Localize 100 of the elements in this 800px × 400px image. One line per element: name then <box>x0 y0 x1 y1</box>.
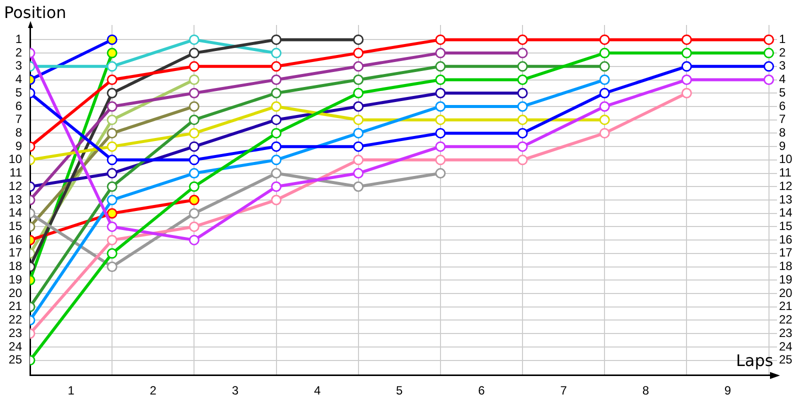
point <box>188 141 200 152</box>
point <box>599 61 610 72</box>
point <box>435 61 446 72</box>
point <box>681 74 692 86</box>
point <box>353 154 364 166</box>
y-tick-label: 9 <box>15 138 22 153</box>
point <box>517 114 528 126</box>
y2-tick-label: 4 <box>779 72 786 86</box>
x-tick-label: 4 <box>314 384 321 398</box>
y-tick-label: 22 <box>8 312 22 327</box>
y2-tick-label: 7 <box>779 112 786 126</box>
point <box>435 88 446 98</box>
point <box>517 61 528 72</box>
point <box>764 74 774 86</box>
y2-tick-label: 11 <box>779 166 792 180</box>
y2-tick-label: 16 <box>779 232 793 246</box>
point <box>517 74 528 86</box>
point <box>764 34 774 45</box>
point <box>271 194 282 206</box>
point <box>599 128 610 138</box>
point <box>681 48 692 58</box>
y-tick-label: 12 <box>8 178 22 193</box>
point <box>188 221 200 232</box>
point <box>271 168 282 179</box>
point <box>353 114 364 126</box>
point <box>188 48 200 58</box>
y-tick-label: 13 <box>8 192 22 206</box>
point <box>106 74 118 86</box>
point <box>353 168 364 179</box>
point <box>353 88 364 98</box>
point <box>271 74 282 86</box>
point <box>681 88 692 98</box>
y2-tick-label: 25 <box>779 352 793 367</box>
point <box>188 194 200 206</box>
y2-tick-label: 14 <box>779 206 793 220</box>
y-tick-label: 5 <box>15 85 22 100</box>
point <box>106 208 118 219</box>
point <box>106 181 118 192</box>
y2-tick-label: 5 <box>779 85 786 100</box>
y2-tick-label: 8 <box>779 126 786 140</box>
y-tick-label: 6 <box>15 98 22 113</box>
y2-tick-label: 10 <box>779 152 793 166</box>
point <box>353 141 364 152</box>
point <box>271 128 282 138</box>
y-tick-label: 17 <box>8 246 22 260</box>
point <box>271 61 282 72</box>
x-tick-label: 6 <box>478 384 486 398</box>
point <box>353 128 364 138</box>
x-tick-label: 8 <box>642 384 650 398</box>
point <box>517 34 528 45</box>
point <box>435 34 446 45</box>
y-tick-label: 7 <box>15 112 22 126</box>
y2-tick-label: 15 <box>779 219 793 234</box>
point <box>599 74 610 86</box>
point <box>353 48 364 58</box>
point <box>517 101 528 112</box>
y2-tick-label: 1 <box>779 32 786 46</box>
point <box>353 74 364 86</box>
y2-tick-label: 12 <box>779 178 793 193</box>
x-tick-label: 5 <box>396 384 404 398</box>
point <box>188 61 200 72</box>
point <box>517 128 528 138</box>
y2-tick-label: 9 <box>779 138 786 153</box>
y-tick-label: 14 <box>8 206 22 220</box>
y-tick-label: 23 <box>8 326 22 340</box>
point <box>106 154 118 166</box>
point <box>271 181 282 192</box>
point <box>517 88 528 98</box>
point <box>106 248 118 259</box>
point <box>435 154 446 166</box>
point <box>106 101 118 112</box>
y-tick-label: 4 <box>15 72 22 86</box>
point <box>681 61 692 72</box>
y-tick-label: 25 <box>8 352 22 367</box>
y2-tick-label: 17 <box>779 246 793 260</box>
point <box>435 114 446 126</box>
y-axis-title: Position <box>4 3 66 22</box>
y-tick-label: 18 <box>8 259 22 274</box>
point <box>106 61 118 72</box>
y-tick-label: 10 <box>8 152 22 166</box>
point <box>188 234 200 246</box>
y2-tick-label: 19 <box>779 272 793 286</box>
point <box>188 101 200 112</box>
point <box>599 48 610 58</box>
point <box>188 168 200 179</box>
y-tick-label: 24 <box>8 339 22 354</box>
point <box>353 181 364 192</box>
point <box>188 88 200 98</box>
point <box>106 88 118 98</box>
point <box>271 141 282 152</box>
point <box>435 101 446 112</box>
point <box>517 141 528 152</box>
point <box>435 128 446 138</box>
y-tick-label: 16 <box>8 232 22 246</box>
point <box>435 74 446 86</box>
y2-tick-label: 6 <box>779 98 786 113</box>
point <box>106 168 118 179</box>
point <box>435 141 446 152</box>
point <box>188 154 200 166</box>
y2-tick-label: 22 <box>779 312 793 327</box>
